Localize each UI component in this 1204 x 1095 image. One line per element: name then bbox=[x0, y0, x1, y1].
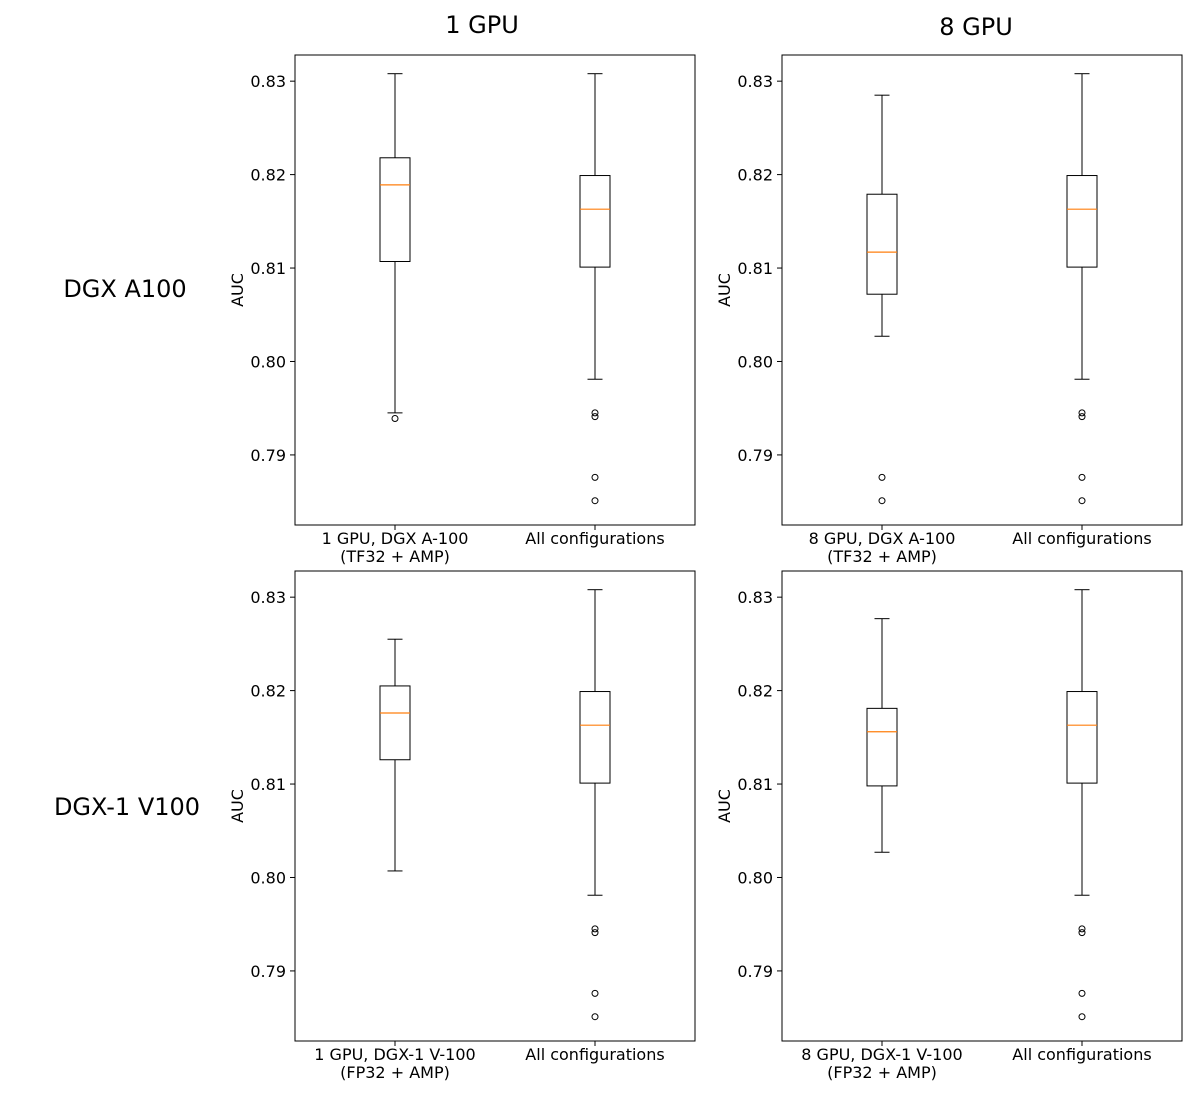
outlier-point bbox=[878, 473, 886, 481]
iqr-box bbox=[579, 691, 611, 784]
box-1 bbox=[379, 73, 411, 422]
x-tick-label: All configurations bbox=[1012, 1045, 1151, 1064]
outlier-point bbox=[591, 925, 599, 933]
iqr-box bbox=[379, 157, 411, 263]
y-tick-label: 0.81 bbox=[737, 259, 773, 278]
row-title-1: DGX A100 bbox=[63, 275, 186, 303]
iqr-box bbox=[579, 175, 611, 268]
outlier-point bbox=[1078, 925, 1086, 933]
x-tick-label: (FP32 + AMP) bbox=[340, 1063, 450, 1082]
y-tick-label: 0.80 bbox=[250, 352, 286, 371]
outlier-point bbox=[1078, 929, 1086, 937]
y-tick-label: 0.80 bbox=[737, 868, 773, 887]
iqr-box bbox=[1066, 175, 1098, 268]
y-tick-label: 0.82 bbox=[737, 166, 773, 185]
iqr-box bbox=[379, 685, 411, 761]
x-tick-label: 1 GPU, DGX-1 V-100 bbox=[314, 1045, 475, 1064]
x-tick-label: All configurations bbox=[525, 1045, 664, 1064]
outlier-point bbox=[591, 1013, 599, 1021]
y-tick-label: 0.82 bbox=[250, 682, 286, 701]
iqr-box bbox=[866, 193, 898, 295]
y-axis-label: AUC bbox=[228, 273, 247, 307]
box-1 bbox=[379, 638, 411, 872]
y-tick-label: 0.83 bbox=[737, 588, 773, 607]
y-axis-label: AUC bbox=[228, 789, 247, 823]
outlier-point bbox=[1078, 989, 1086, 997]
y-tick-label: 0.81 bbox=[737, 775, 773, 794]
y-tick-label: 0.82 bbox=[737, 682, 773, 701]
y-tick-label: 0.81 bbox=[250, 259, 286, 278]
x-tick-label: 8 GPU, DGX A-100 bbox=[809, 529, 956, 548]
outlier-point bbox=[591, 473, 599, 481]
y-tick-label: 0.83 bbox=[250, 588, 286, 607]
box-2 bbox=[579, 73, 611, 505]
outlier-point bbox=[591, 989, 599, 997]
y-tick-label: 0.80 bbox=[737, 352, 773, 371]
axes-frame bbox=[781, 570, 1183, 1042]
outlier-point bbox=[1078, 1013, 1086, 1021]
x-tick-label: (TF32 + AMP) bbox=[827, 547, 937, 566]
y-tick-label: 0.79 bbox=[250, 446, 286, 465]
x-tick-label: 8 GPU, DGX-1 V-100 bbox=[801, 1045, 962, 1064]
outlier-point bbox=[1078, 409, 1086, 417]
outlier-point bbox=[1078, 413, 1086, 421]
outlier-point bbox=[878, 497, 886, 505]
box-2 bbox=[1066, 73, 1098, 505]
box-1 bbox=[866, 618, 898, 853]
iqr-box bbox=[866, 707, 898, 787]
box-2 bbox=[579, 589, 611, 1021]
axes-frame bbox=[294, 570, 696, 1042]
y-tick-label: 0.79 bbox=[737, 446, 773, 465]
outlier-point bbox=[591, 409, 599, 417]
boxplot-panel-2: 0.79 0.80 0.81 0.82 0.83 AUC 8 GPU, DGX A-100(… bbox=[715, 54, 1183, 566]
y-tick-label: 0.79 bbox=[250, 962, 286, 981]
y-tick-label: 0.82 bbox=[250, 166, 286, 185]
axes-frame bbox=[294, 54, 696, 526]
outlier-point bbox=[591, 497, 599, 505]
x-tick-label: All configurations bbox=[1012, 529, 1151, 548]
x-tick-label: All configurations bbox=[525, 529, 664, 548]
boxplot-panel-1: 0.79 0.80 0.81 0.82 0.83 AUC 1 GPU, DGX A-100(… bbox=[228, 54, 696, 566]
y-tick-label: 0.79 bbox=[737, 962, 773, 981]
iqr-box bbox=[1066, 691, 1098, 784]
column-title-1: 1 GPU bbox=[445, 11, 519, 39]
outlier-point bbox=[591, 413, 599, 421]
boxplot-panel-3: 0.79 0.80 0.81 0.82 0.83 AUC 1 GPU, DGX-1 V-10… bbox=[228, 570, 696, 1082]
boxplot-panel-4: 0.79 0.80 0.81 0.82 0.83 AUC 8 GPU, DGX-1 V-10… bbox=[715, 570, 1183, 1082]
column-title-2: 8 GPU bbox=[939, 13, 1013, 41]
x-tick-label: (TF32 + AMP) bbox=[340, 547, 450, 566]
row-title-2: DGX-1 V100 bbox=[54, 793, 200, 821]
outlier-point bbox=[391, 414, 399, 422]
x-tick-label: (FP32 + AMP) bbox=[827, 1063, 937, 1082]
axes-frame bbox=[781, 54, 1183, 526]
y-tick-label: 0.80 bbox=[250, 868, 286, 887]
box-1 bbox=[866, 94, 898, 505]
box-2 bbox=[1066, 589, 1098, 1021]
y-tick-label: 0.83 bbox=[737, 72, 773, 91]
y-axis-label: AUC bbox=[715, 789, 734, 823]
y-tick-label: 0.81 bbox=[250, 775, 286, 794]
outlier-point bbox=[1078, 473, 1086, 481]
outlier-point bbox=[591, 929, 599, 937]
y-tick-label: 0.83 bbox=[250, 72, 286, 91]
x-tick-label: 1 GPU, DGX A-100 bbox=[322, 529, 469, 548]
outlier-point bbox=[1078, 497, 1086, 505]
y-axis-label: AUC bbox=[715, 273, 734, 307]
